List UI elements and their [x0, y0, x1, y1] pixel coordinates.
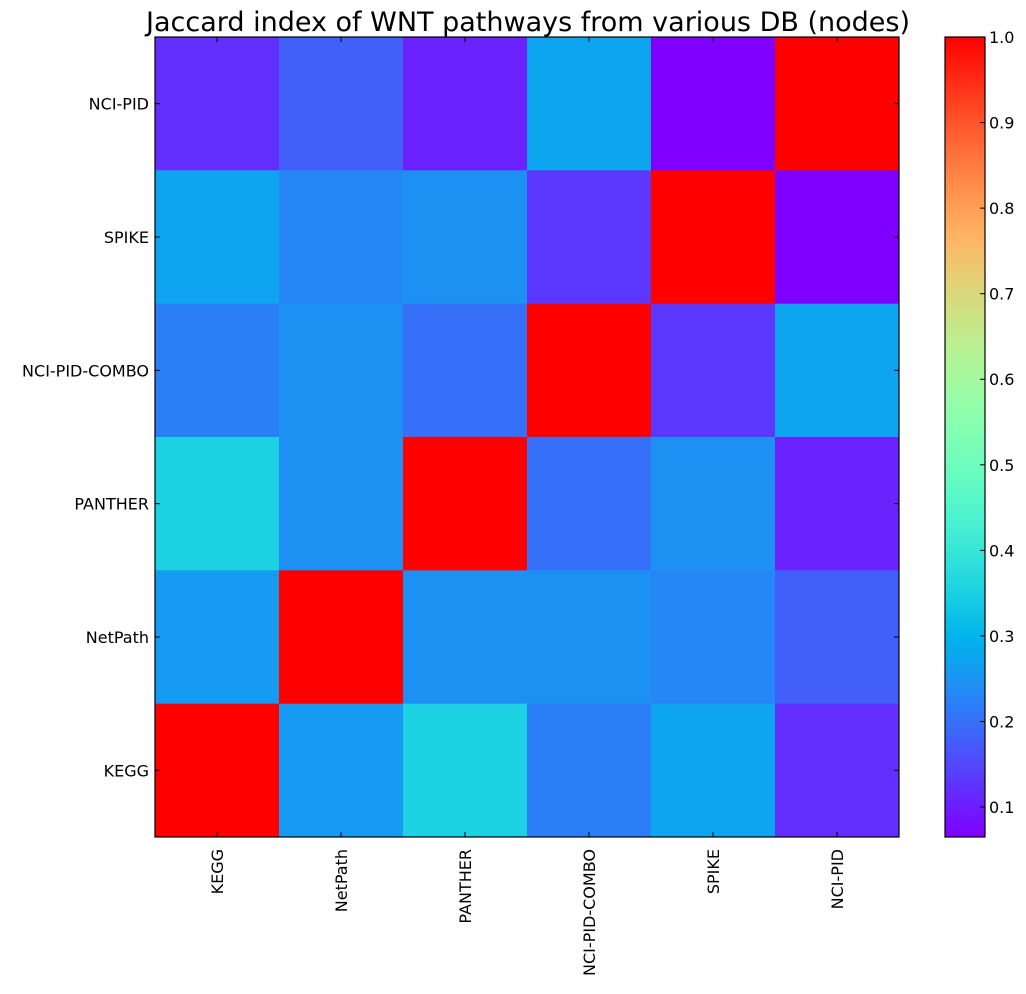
heatmap-cell: [651, 703, 776, 838]
x-tick-label: SPIKE: [704, 849, 723, 894]
heatmap-cells: [155, 37, 900, 838]
y-tick-label: KEGG: [104, 761, 149, 780]
heatmap-cell: [403, 37, 528, 171]
x-tick-label: NCI-PID: [828, 849, 847, 909]
heatmap-cell: [155, 570, 280, 705]
colorbar: [944, 36, 986, 838]
colorbar-tick-label: 0.8: [989, 199, 1014, 218]
y-tick-label: SPIKE: [104, 228, 149, 247]
heatmap-cell: [775, 703, 900, 838]
heatmap-cell: [155, 170, 280, 305]
heatmap-cell: [279, 437, 404, 571]
heatmap-cell: [775, 37, 900, 171]
heatmap-cell: [651, 37, 776, 171]
y-tick-label: NCI-PID: [89, 95, 149, 114]
heatmap-cell: [527, 570, 652, 705]
axis-ticks: [155, 37, 899, 837]
heatmap-cell: [279, 570, 404, 705]
y-tick-label: PANTHER: [74, 495, 149, 514]
heatmap-cell: [651, 303, 776, 438]
heatmap-cell: [155, 303, 280, 438]
colorbar-tick-label: 0.2: [989, 712, 1014, 731]
heatmap-cell: [527, 170, 652, 305]
heatmap-cell: [775, 570, 900, 705]
plot-frame: [154, 36, 900, 838]
heatmap-cell: [155, 703, 280, 838]
y-tick-label: NetPath: [86, 628, 149, 647]
heatmap-cell: [651, 570, 776, 705]
heatmap-cell: [279, 703, 404, 838]
colorbar-tick-label: 0.3: [989, 627, 1014, 646]
colorbar-tick-label: 0.9: [989, 114, 1014, 133]
x-tick-label: NetPath: [332, 849, 351, 912]
heatmap-cell: [403, 703, 528, 838]
colorbar-tick-label: 0.7: [989, 285, 1014, 304]
heatmap-cell: [403, 437, 528, 571]
heatmap-cell: [527, 703, 652, 838]
heatmap-cell: [403, 170, 528, 305]
heatmap-cell: [279, 303, 404, 438]
heatmap-cell: [403, 303, 528, 438]
colorbar-tick-label: 0.4: [989, 541, 1014, 560]
heatmap-cell: [775, 170, 900, 305]
heatmap-cell: [527, 37, 652, 171]
x-tick-label: KEGG: [208, 849, 227, 894]
heatmap-cell: [775, 437, 900, 571]
heatmap-cell: [279, 37, 404, 171]
y-tick-labels: NCI-PID SPIKE NCI-PID-COMBO PANTHER NetPath K…: [22, 95, 149, 781]
heatmap-cell: [279, 170, 404, 305]
colorbar-tick-label: 0.5: [989, 456, 1014, 475]
heatmap-cell: [527, 303, 652, 438]
x-tick-labels: KEGG NetPath PANTHER NCI-PID-COMBO SPIKE NCI-…: [208, 849, 847, 976]
heatmap-cell: [155, 37, 280, 171]
heatmap-cell: [155, 437, 280, 571]
heatmap-cell: [775, 303, 900, 438]
colorbar-ticks: 0.1 0.2 0.3 0.4 0.5 0.6 0.7 0.8 0.9 1.0: [980, 28, 1014, 817]
heatmap-cell: [403, 570, 528, 705]
heatmap-cell: [527, 437, 652, 571]
chart-title: Jaccard index of WNT pathways from vario…: [144, 7, 910, 38]
y-tick-label: NCI-PID-COMBO: [22, 361, 149, 380]
x-tick-label: PANTHER: [456, 849, 475, 924]
x-tick-label: NCI-PID-COMBO: [580, 849, 599, 976]
colorbar-tick-label: 0.1: [989, 798, 1014, 817]
heatmap-cell: [651, 170, 776, 305]
colorbar-tick-label: 0.6: [989, 370, 1014, 389]
colorbar-tick-label: 1.0: [989, 28, 1014, 47]
heatmap-cell: [651, 437, 776, 571]
